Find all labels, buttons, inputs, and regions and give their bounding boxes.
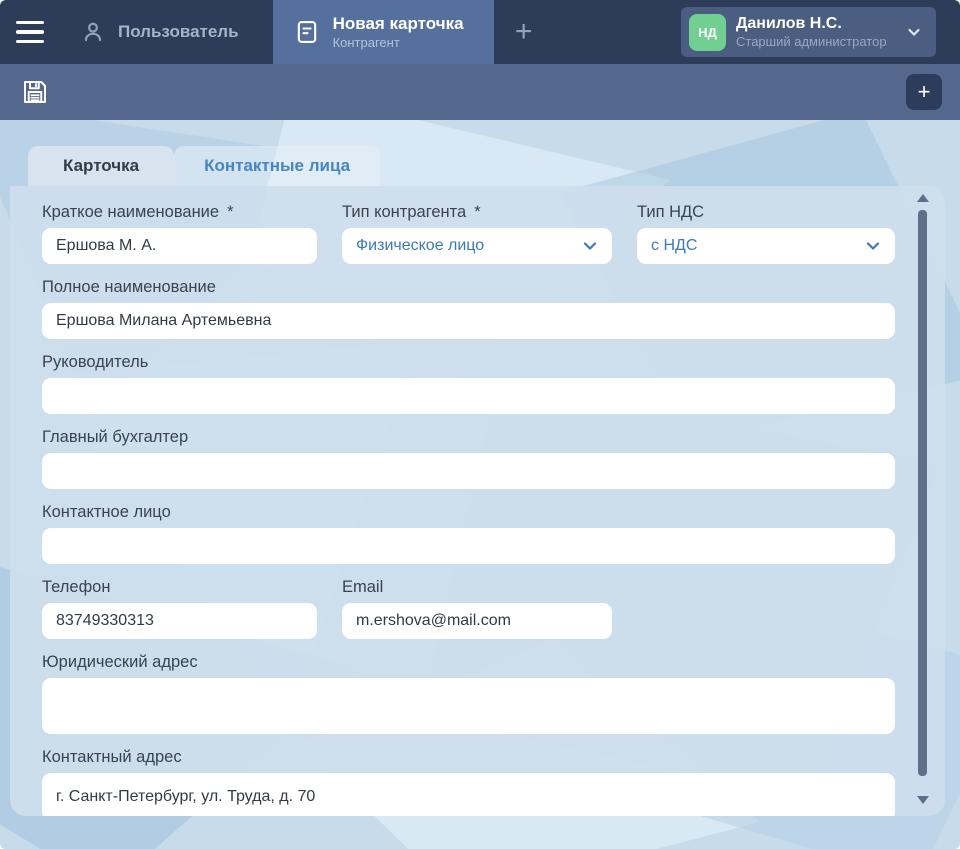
- required-asterisk: *: [227, 203, 234, 221]
- profile-name: Данилов Н.С.: [736, 15, 842, 32]
- field-chief-accountant: Главный бухгалтер: [42, 428, 895, 489]
- counterparty-type-value[interactable]: [342, 228, 612, 264]
- avatar: НД: [689, 13, 726, 51]
- short-name-input[interactable]: [42, 228, 317, 264]
- tab-new-card-subtitle: Контрагент: [332, 35, 400, 51]
- field-legal-address: Юридический адрес: [42, 653, 895, 734]
- tab-user-label: Пользователь: [118, 22, 239, 41]
- contact-person-input[interactable]: [42, 528, 895, 564]
- legal-address-label: Юридический адрес: [42, 653, 198, 671]
- full-name-label: Полное наименование: [42, 278, 216, 296]
- field-short-name: Краткое наименование *: [42, 203, 317, 264]
- user-icon: [84, 22, 102, 42]
- content-area: Карточка Контактные лица Краткое наимено…: [0, 120, 960, 849]
- menu-button[interactable]: [0, 0, 62, 64]
- field-full-name: Полное наименование: [42, 278, 895, 339]
- form-row-contacts: Телефон Email: [42, 578, 895, 639]
- action-toolbar: +: [0, 64, 960, 120]
- chevron-down-icon: [908, 28, 920, 37]
- top-bar: Пользователь Новая карточка Контрагент +…: [0, 0, 960, 64]
- tab-new-card[interactable]: Новая карточка Контрагент: [272, 0, 494, 64]
- contact-address-input[interactable]: [42, 773, 895, 816]
- short-name-label: Краткое наименование: [42, 203, 220, 221]
- contact-address-label: Контактный адрес: [42, 748, 182, 766]
- counterparty-type-label: Тип контрагента: [342, 203, 467, 221]
- toolbar-add-button[interactable]: +: [906, 74, 942, 110]
- new-tab-button[interactable]: +: [514, 15, 533, 48]
- counterparty-type-select[interactable]: [342, 228, 612, 264]
- field-email: Email: [342, 578, 612, 639]
- vertical-scrollbar: [916, 194, 929, 808]
- save-button[interactable]: [18, 75, 52, 109]
- floppy-disk-icon: [24, 81, 46, 103]
- tab-new-card-title: Новая карточка: [332, 13, 464, 33]
- field-contact-person: Контактное лицо: [42, 503, 895, 564]
- email-label: Email: [342, 578, 384, 596]
- scrollbar-thumb[interactable]: [918, 210, 927, 776]
- tab-card[interactable]: Карточка: [28, 146, 175, 186]
- hamburger-icon: [16, 30, 44, 34]
- vat-type-value[interactable]: [637, 228, 895, 264]
- required-asterisk: *: [474, 203, 481, 221]
- legal-address-input[interactable]: [42, 678, 895, 734]
- profile-menu[interactable]: НД Данилов Н.С. Старший администратор: [681, 7, 936, 57]
- tab-user[interactable]: Пользователь: [62, 0, 273, 64]
- topbar-spacer: [554, 0, 681, 64]
- scroll-down-arrow[interactable]: [917, 796, 929, 804]
- profile-texts: Данилов Н.С. Старший администратор: [736, 15, 896, 49]
- field-contact-address: Контактный адрес: [42, 748, 895, 816]
- manager-input[interactable]: [42, 378, 895, 414]
- field-manager: Руководитель: [42, 353, 895, 414]
- contact-person-label: Контактное лицо: [42, 503, 171, 521]
- card-form-panel: Краткое наименование * Тип контрагента * Т…: [10, 186, 945, 816]
- hamburger-icon: [16, 20, 44, 25]
- vat-type-label: Тип НДС: [637, 203, 705, 221]
- tab-contact-persons[interactable]: Контактные лица: [174, 146, 381, 186]
- full-name-input[interactable]: [42, 303, 895, 339]
- email-input[interactable]: [342, 603, 612, 639]
- card-tabs: Карточка Контактные лица: [28, 146, 381, 186]
- phone-label: Телефон: [42, 578, 111, 596]
- phone-input[interactable]: [42, 603, 317, 639]
- hamburger-icon: [16, 39, 44, 44]
- form-row-contacts-spacer: [637, 578, 895, 639]
- field-vat-type: Тип НДС: [637, 203, 895, 264]
- field-counterparty-type: Тип контрагента *: [342, 203, 612, 264]
- form-row-top: Краткое наименование * Тип контрагента * Т…: [42, 203, 895, 264]
- field-phone: Телефон: [42, 578, 317, 639]
- vat-type-select[interactable]: [637, 228, 895, 264]
- manager-label: Руководитель: [42, 353, 149, 371]
- scroll-up-arrow[interactable]: [917, 194, 929, 202]
- chief-accountant-input[interactable]: [42, 453, 895, 489]
- tab-new-card-texts: Новая карточка Контрагент: [333, 14, 464, 51]
- document-icon: [297, 21, 316, 43]
- profile-role: Старший администратор: [736, 34, 887, 49]
- chief-accountant-label: Главный бухгалтер: [42, 428, 189, 446]
